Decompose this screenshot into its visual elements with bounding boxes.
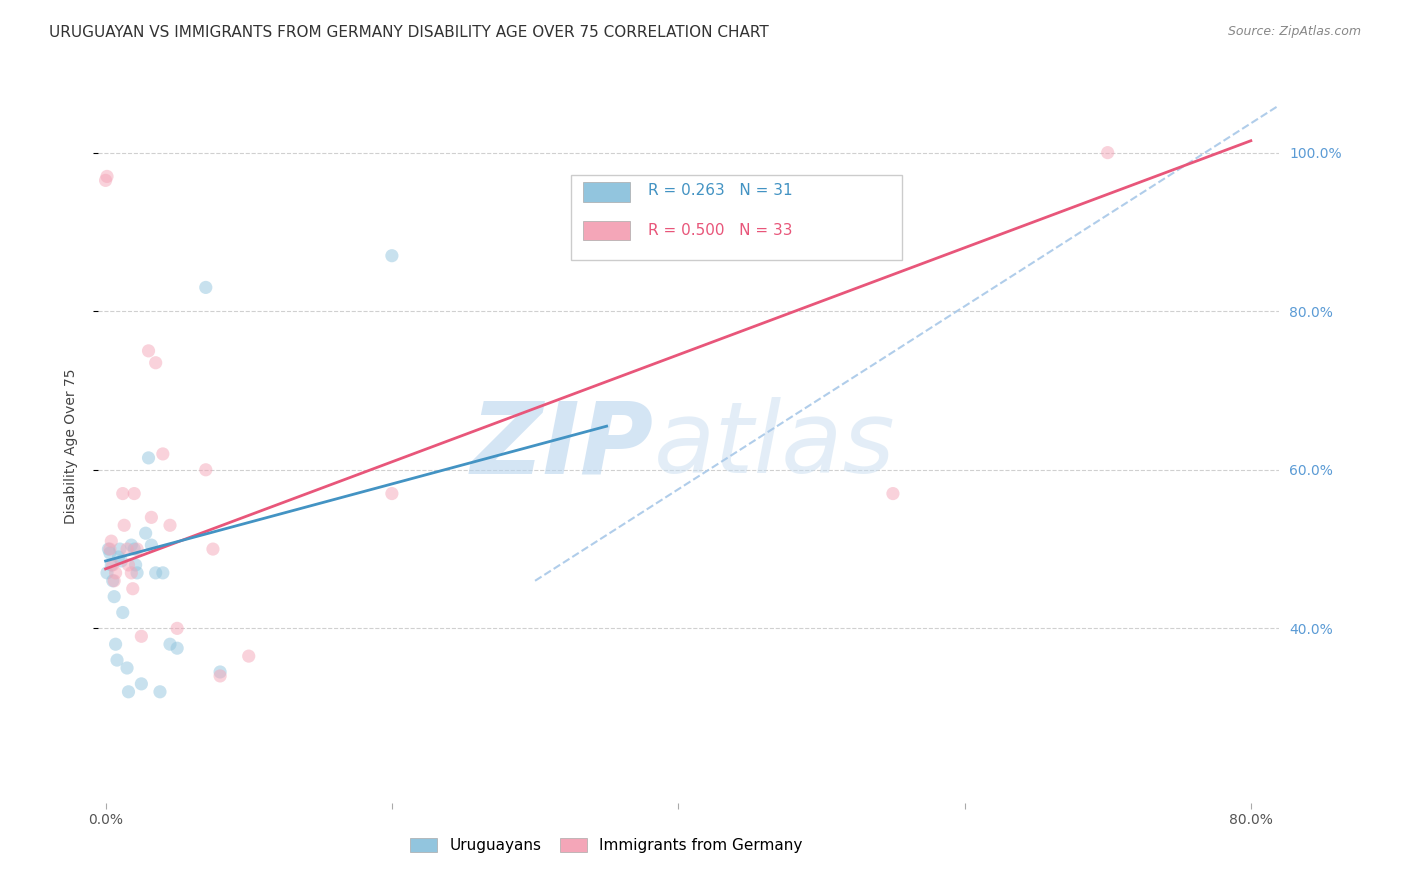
- Point: [121, 582, 143, 596]
- Point: [108, 542, 131, 557]
- Point: [381, 249, 404, 263]
- Point: [152, 566, 174, 580]
- Point: [145, 356, 167, 370]
- FancyBboxPatch shape: [582, 220, 630, 241]
- Point: [101, 574, 124, 588]
- Legend: Uruguayans, Immigrants from Germany: Uruguayans, Immigrants from Germany: [404, 832, 808, 859]
- Point: [882, 486, 904, 500]
- Point: [166, 641, 188, 656]
- FancyBboxPatch shape: [582, 182, 630, 202]
- Point: [103, 590, 125, 604]
- Point: [110, 554, 132, 568]
- Point: [115, 661, 138, 675]
- Point: [105, 653, 128, 667]
- Point: [98, 542, 121, 557]
- Y-axis label: Disability Age Over 75: Disability Age Over 75: [63, 368, 77, 524]
- Point: [135, 526, 157, 541]
- Point: [111, 606, 134, 620]
- Point: [595, 244, 617, 259]
- Point: [94, 173, 117, 187]
- Point: [122, 542, 145, 557]
- Point: [138, 450, 160, 465]
- Point: [101, 558, 124, 572]
- Point: [124, 558, 146, 572]
- Point: [141, 510, 163, 524]
- Point: [194, 280, 217, 294]
- Point: [381, 486, 404, 500]
- Point: [117, 558, 139, 572]
- Point: [159, 637, 181, 651]
- Point: [125, 566, 148, 580]
- Text: URUGUAYAN VS IMMIGRANTS FROM GERMANY DISABILITY AGE OVER 75 CORRELATION CHART: URUGUAYAN VS IMMIGRANTS FROM GERMANY DIS…: [49, 25, 769, 40]
- Point: [201, 542, 224, 557]
- Point: [166, 621, 188, 635]
- Point: [104, 566, 127, 580]
- FancyBboxPatch shape: [571, 175, 901, 260]
- Point: [100, 534, 122, 549]
- Point: [100, 558, 122, 572]
- Point: [209, 669, 232, 683]
- Text: ZIP: ZIP: [471, 398, 654, 494]
- Point: [141, 538, 163, 552]
- Point: [238, 649, 260, 664]
- Point: [111, 486, 134, 500]
- Point: [125, 542, 148, 557]
- Point: [96, 566, 118, 580]
- Point: [122, 486, 145, 500]
- Point: [103, 574, 125, 588]
- Point: [145, 566, 167, 580]
- Text: R = 0.263   N = 31: R = 0.263 N = 31: [648, 183, 792, 198]
- Point: [152, 447, 174, 461]
- Point: [104, 637, 127, 651]
- Point: [96, 169, 118, 184]
- Point: [209, 665, 232, 679]
- Point: [131, 629, 153, 643]
- Point: [97, 542, 120, 557]
- Text: R = 0.500   N = 33: R = 0.500 N = 33: [648, 223, 792, 238]
- Point: [194, 463, 217, 477]
- Point: [131, 677, 153, 691]
- Point: [138, 343, 160, 358]
- Text: atlas: atlas: [654, 398, 896, 494]
- Point: [107, 549, 129, 564]
- Point: [117, 685, 139, 699]
- Point: [159, 518, 181, 533]
- Point: [149, 685, 172, 699]
- Point: [112, 518, 135, 533]
- Point: [115, 542, 138, 557]
- Point: [120, 566, 142, 580]
- Text: Source: ZipAtlas.com: Source: ZipAtlas.com: [1227, 25, 1361, 38]
- Point: [120, 538, 142, 552]
- Point: [1097, 145, 1119, 160]
- Point: [98, 546, 121, 560]
